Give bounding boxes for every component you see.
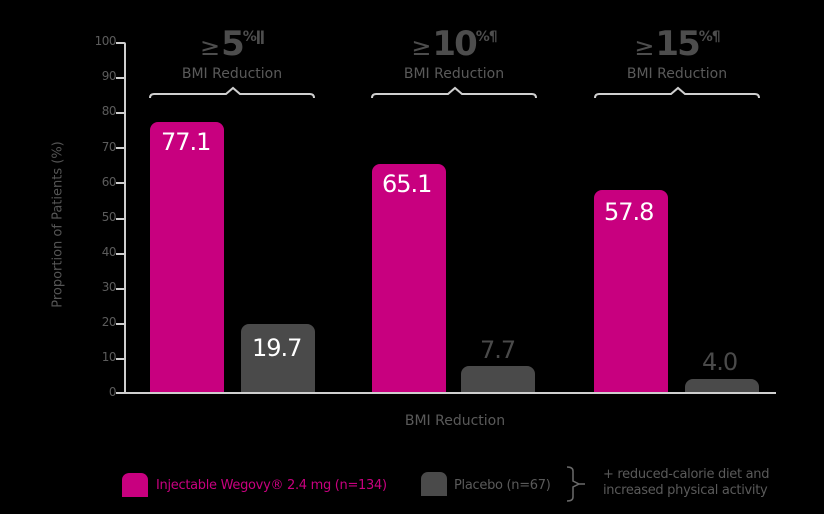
y-tick-label: 50 (101, 210, 117, 224)
group-subtitle: BMI Reduction (403, 66, 505, 82)
legend-bracket (566, 466, 585, 502)
x-axis-line (124, 392, 776, 394)
bar-wegovy-10pct (372, 164, 446, 393)
bar-wegovy-15pct (594, 190, 668, 393)
x-axis-title: BMI Reduction (404, 413, 506, 429)
bar-placebo-15pct (685, 379, 759, 393)
y-tick-label: 40 (101, 245, 117, 259)
y-tick (116, 288, 124, 290)
group-subtitle: BMI Reduction (181, 66, 283, 82)
group-subtitle: BMI Reduction (626, 66, 728, 82)
group-header-10pct: ≥10%¶ BMI Reduction (354, 20, 554, 82)
bar-placebo-5pct (241, 324, 315, 393)
y-tick-label: 100 (94, 34, 117, 48)
legend-label-placebo: Placebo (n=67) (454, 478, 551, 493)
legend-swatch-wegovy (122, 473, 148, 497)
bar-wegovy-5pct (150, 122, 224, 393)
group-header-5pct: ≥5%ǁ BMI Reduction (132, 20, 332, 82)
y-tick-label: 60 (101, 175, 117, 189)
y-tick-label: 70 (101, 140, 117, 154)
group-threshold: ≥10%¶ (411, 24, 497, 64)
y-tick-label: 90 (101, 69, 117, 83)
legend-note-line2: increased physical activity (603, 483, 768, 498)
y-tick (116, 112, 124, 114)
y-tick (116, 253, 124, 255)
bar-placebo-10pct (461, 366, 535, 393)
bar-value: 4.0 (702, 348, 738, 376)
y-tick (116, 147, 124, 149)
y-tick-label: 0 (108, 385, 117, 399)
bar-value: 65.1 (382, 170, 432, 198)
y-tick-label: 30 (101, 280, 117, 294)
y-tick (116, 182, 124, 184)
group-brace (149, 86, 315, 99)
y-tick (116, 218, 124, 220)
legend-swatch-placebo (421, 472, 447, 496)
y-tick-label: 20 (101, 315, 117, 329)
group-threshold: ≥5%ǁ (199, 24, 265, 64)
y-tick (116, 392, 124, 394)
bar-value: 57.8 (604, 198, 654, 226)
group-brace (371, 86, 537, 99)
legend-label-wegovy: Injectable Wegovy® 2.4 mg (n=134) (156, 478, 387, 493)
legend-note: + reduced-calorie diet and increased phy… (603, 467, 769, 499)
y-axis-title: Proportion of Patients (%) (50, 141, 66, 308)
y-tick (116, 323, 124, 325)
bar-value: 7.7 (480, 336, 516, 364)
y-tick-label: 10 (101, 350, 117, 364)
y-tick (116, 42, 124, 44)
y-tick-label: 80 (101, 104, 117, 118)
group-threshold: ≥15%¶ (634, 24, 720, 64)
y-tick (116, 358, 124, 360)
group-brace (594, 86, 760, 99)
legend-note-line1: + reduced-calorie diet and (603, 467, 770, 482)
y-axis-line (124, 42, 126, 394)
bar-value: 77.1 (161, 128, 211, 156)
bar-value: 19.7 (252, 334, 302, 362)
group-header-15pct: ≥15%¶ BMI Reduction (577, 20, 777, 82)
y-tick (116, 77, 124, 79)
